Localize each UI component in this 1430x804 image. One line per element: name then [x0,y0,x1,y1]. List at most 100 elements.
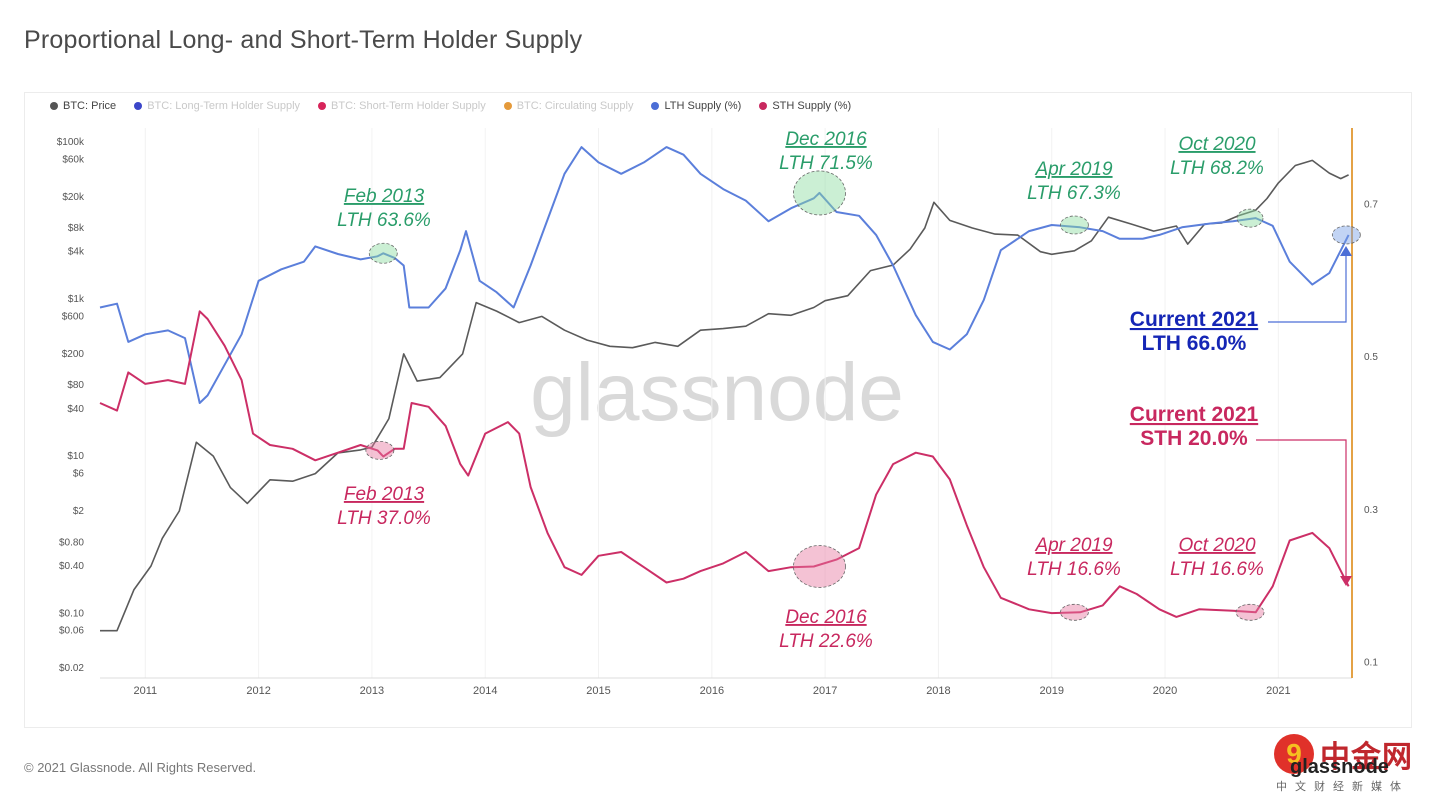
legend-dot-icon [651,102,660,110]
legend-dot-icon [134,102,143,110]
highlight-marker [1235,603,1265,621]
legend-label: STH Supply (%) [772,100,852,112]
legend-dot-icon [50,102,58,110]
legend-item[interactable]: BTC: Price [50,100,116,112]
annotation-date: Current 2021 [1130,308,1259,331]
copyright-footer: © 2021 Glassnode. All Rights Reserved. [24,760,257,775]
brand-name: 中金网 [1320,740,1413,775]
highlight-marker [1331,225,1361,245]
legend-label: BTC: Long-Term Holder Supply [147,100,301,112]
legend-item[interactable]: BTC: Short-Term Holder Supply [318,100,486,112]
highlight-marker [365,440,395,460]
y-left-tick-label: $6 [73,469,85,480]
y-left-tick-label: $600 [62,311,85,322]
x-tick-label: 2018 [926,685,950,697]
y-right-tick-label: 0.3 [1364,505,1378,516]
legend-label: BTC: Short-Term Holder Supply [331,100,486,112]
y-left-tick-label: $2 [73,506,85,517]
brand-subtitle: 中文财经新媒体 [1276,780,1409,793]
y-right-tick-label: 0.1 [1364,658,1378,669]
annotation-value: LTH 16.6% [1027,559,1121,580]
x-tick-label: 2019 [1040,685,1064,697]
y-left-tick-label: $8k [68,223,85,234]
annotation-sth-2019: Apr 2019 LTH 16.6% [1027,535,1121,580]
y-left-tick-label: $0.80 [59,537,84,548]
legend-item[interactable]: STH Supply (%) [759,100,851,112]
chart-frame [24,92,1412,728]
highlight-marker [1060,215,1089,235]
arrow-down-icon [1340,576,1352,586]
annotation-date: Oct 2020 [1178,535,1256,556]
annotation-value: LTH 22.6% [779,631,873,652]
annotation-value: LTH 16.6% [1170,559,1264,580]
y-right-tick-label: 0.7 [1364,199,1378,210]
x-tick-label: 2020 [1153,685,1177,697]
annotation-value: STH 20.0% [1140,427,1248,450]
y-left-tick-label: $0.02 [59,663,84,674]
chart-legend: BTC: Price BTC: Long-Term Holder Supply BT… [50,100,851,112]
legend-dot-icon [759,102,768,110]
y-left-tick-label: $20k [62,192,85,203]
highlight-marker [793,170,846,216]
annotation-date: Oct 2020 [1178,134,1256,155]
legend-item[interactable]: BTC: Circulating Supply [503,100,634,112]
y-left-tick-label: $200 [62,349,85,360]
legend-dot-icon [318,102,327,110]
annotation-value: LTH 67.3% [1027,183,1121,204]
annotation-date: Feb 2013 [344,484,425,505]
annotation-sth-2016: Dec 2016 LTH 22.6% [779,607,873,652]
annotation-value: LTH 63.6% [337,210,431,231]
x-tick-label: 2014 [473,685,497,697]
y-left-tick-label: $40 [67,404,84,415]
brand-wordmark: glassnode [1290,756,1389,778]
highlight-marker [368,242,398,264]
series-line-lth-supply- [99,146,1350,404]
y-left-tick-label: $0.06 [59,626,84,637]
page-title: Proportional Long- and Short-Term Holder… [24,26,583,54]
annotation-lth-2013: Feb 2013 LTH 63.6% [337,186,431,231]
y-left-tick-label: $0.10 [59,608,84,619]
legend-dot-icon [503,102,512,110]
annotation-date: Apr 2019 [1034,159,1113,180]
annotation-value: LTH 68.2% [1170,158,1264,179]
y-left-tick-label: $4k [68,247,85,258]
highlight-marker [1060,603,1089,621]
annotation-date: Dec 2016 [785,129,867,150]
x-tick-label: 2021 [1266,685,1290,697]
legend-label: BTC: Circulating Supply [516,100,634,112]
annotation-value: LTH 66.0% [1142,332,1247,355]
annotation-date: Current 2021 [1130,403,1259,426]
y-left-tick-label: $100k [57,137,85,148]
annotation-value: LTH 71.5% [779,153,873,174]
y-left-tick-label: $60k [62,154,85,165]
annotation-date: Feb 2013 [344,186,425,207]
annotation-sth-2013: Feb 2013 LTH 37.0% [337,484,431,529]
brand-logo: 9 中金网 glassnode 中文财经新媒体 [1274,734,1424,794]
x-tick-label: 2015 [586,685,610,697]
series-line-sth-supply- [99,310,1350,618]
y-left-tick-label: $0.40 [59,561,84,572]
current-sth-connector [1256,439,1347,582]
highlight-marker [793,545,846,588]
x-tick-label: 2017 [813,685,837,697]
highlight-marker [1236,208,1264,228]
arrow-up-icon [1340,246,1352,256]
x-tick-label: 2012 [246,685,270,697]
legend-label: LTH Supply (%) [664,100,742,112]
y-left-tick-label: $10 [67,451,84,462]
y-right-tick-label: 0.5 [1364,352,1378,363]
annotation-lth-2016: Dec 2016 LTH 71.5% [779,129,873,174]
y-left-tick-label: $80 [67,380,84,391]
x-tick-label: 2013 [360,685,384,697]
annotation-date: Apr 2019 [1034,535,1113,556]
legend-item[interactable]: LTH Supply (%) [651,100,741,112]
annotation-lth-2020: Oct 2020 LTH 68.2% [1170,134,1264,179]
annotation-lth-2019: Apr 2019 LTH 67.3% [1027,159,1121,204]
x-tick-label: 2016 [700,685,724,697]
y-left-tick-label: $1k [68,294,85,305]
legend-item[interactable]: BTC: Long-Term Holder Supply [134,100,300,112]
annotation-date: Dec 2016 [785,607,867,628]
